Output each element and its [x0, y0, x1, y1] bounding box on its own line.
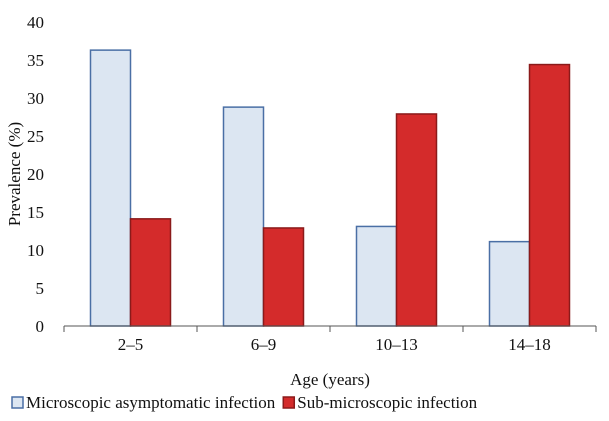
y-tick-label: 40 — [27, 13, 44, 32]
bar-microscopic — [355, 225, 398, 327]
y-tick-label: 5 — [36, 279, 45, 298]
y-axis-title: Prevalence (%) — [5, 122, 24, 226]
y-tick-label: 25 — [27, 127, 44, 146]
y-tick-label: 15 — [27, 203, 44, 222]
bar-submicroscopic — [262, 227, 305, 327]
x-tick-label: 6–9 — [251, 335, 277, 354]
bars-group — [89, 49, 571, 327]
bar-microscopic — [89, 49, 132, 327]
x-tick-label: 14–18 — [508, 335, 551, 354]
y-tick-label: 10 — [27, 241, 44, 260]
bar-microscopic — [488, 240, 531, 327]
bar-submicroscopic — [528, 63, 571, 327]
bar-submicroscopic — [395, 113, 438, 327]
legend-label: Sub-microscopic infection — [297, 393, 477, 412]
x-axis-title: Age (years) — [290, 370, 370, 389]
legend-swatch — [282, 396, 296, 409]
x-tick-label: 10–13 — [375, 335, 418, 354]
legend: Microscopic asymptomatic infection Sub-mi… — [11, 393, 478, 412]
legend-swatch — [11, 396, 24, 409]
x-tick-label: 2–5 — [118, 335, 144, 354]
legend-label: Microscopic asymptomatic infection — [26, 393, 276, 412]
x-axis-ticks: 2–5 6–9 10–13 14–18 — [63, 326, 597, 354]
bar-submicroscopic — [129, 218, 172, 327]
y-tick-label: 30 — [27, 89, 44, 108]
y-tick-label: 0 — [36, 317, 45, 336]
y-tick-label: 20 — [27, 165, 44, 184]
y-tick-label: 35 — [27, 51, 44, 70]
bar-microscopic — [222, 106, 265, 327]
y-axis-ticks: 0 5 10 15 20 25 30 35 40 — [27, 13, 44, 336]
